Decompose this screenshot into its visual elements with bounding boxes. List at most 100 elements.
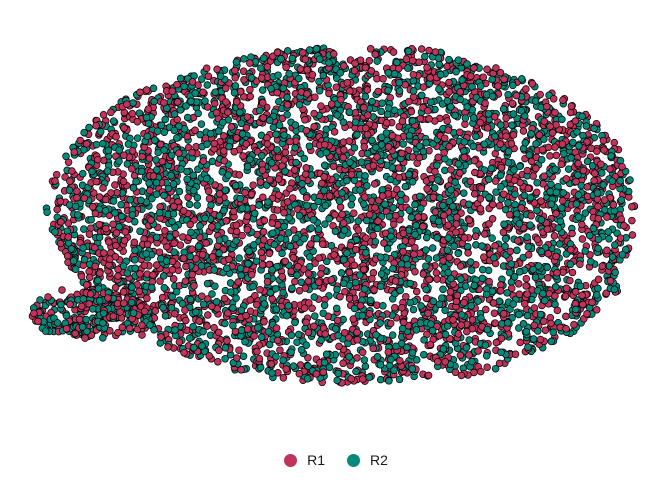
point-r1 (260, 318, 268, 326)
point-r2 (438, 294, 446, 302)
point-r1 (481, 99, 489, 107)
point-r2 (474, 297, 482, 305)
point-r2 (111, 209, 119, 217)
point-r1 (373, 153, 381, 161)
point-r1 (346, 241, 355, 250)
point-r2 (508, 121, 516, 129)
point-r2 (422, 139, 430, 147)
point-r2 (131, 246, 139, 255)
point-r2 (92, 140, 101, 149)
point-r2 (444, 234, 453, 242)
point-r2 (199, 300, 208, 309)
point-r1 (202, 64, 211, 73)
point-r1 (281, 148, 290, 157)
point-r2 (218, 168, 227, 176)
point-r2 (472, 132, 480, 141)
point-r2 (416, 192, 424, 201)
point-r2 (405, 206, 414, 214)
point-r1 (417, 45, 426, 53)
point-r2 (185, 334, 194, 342)
point-r2 (235, 254, 243, 262)
point-r2 (551, 283, 560, 291)
point-r1 (338, 210, 346, 219)
point-r1 (434, 153, 442, 162)
point-r2 (333, 285, 341, 294)
point-r2 (434, 176, 442, 184)
point-r1 (171, 309, 179, 318)
point-r2 (405, 131, 414, 140)
point-r1 (215, 190, 224, 198)
point-r1 (249, 181, 257, 189)
point-r2 (491, 364, 500, 373)
point-r1 (550, 232, 559, 240)
point-r2 (347, 201, 356, 209)
point-r1 (211, 99, 219, 108)
point-r1 (514, 280, 523, 288)
point-r2 (269, 123, 278, 132)
point-r1 (562, 284, 571, 293)
point-r1 (310, 322, 318, 331)
point-r2 (435, 60, 443, 69)
point-r2 (478, 265, 487, 274)
point-r1 (491, 177, 500, 185)
point-r2 (152, 156, 160, 164)
point-r1 (553, 269, 561, 277)
point-r1 (477, 367, 485, 376)
point-r2 (427, 98, 435, 106)
point-r2 (153, 166, 161, 174)
point-r2 (128, 283, 136, 291)
point-r2 (377, 133, 386, 141)
point-r1 (483, 65, 491, 74)
point-r2 (439, 201, 447, 210)
point-r2 (433, 234, 441, 242)
point-r2 (201, 214, 209, 223)
point-r1 (465, 216, 474, 224)
point-r2 (266, 288, 275, 297)
point-r1 (181, 277, 190, 285)
point-r2 (343, 249, 351, 257)
point-r1 (416, 114, 425, 123)
point-r1 (339, 219, 348, 227)
point-r1 (247, 190, 256, 199)
point-r1 (53, 205, 61, 214)
point-r2 (254, 324, 262, 332)
point-r2 (260, 300, 269, 308)
point-r2 (115, 157, 123, 165)
point-r1 (389, 48, 398, 56)
point-r1 (411, 243, 419, 252)
point-r1 (390, 220, 398, 229)
point-r1 (617, 215, 625, 223)
point-r1 (101, 195, 110, 204)
point-r2 (281, 167, 289, 176)
point-r1 (301, 116, 309, 124)
point-r1 (243, 212, 252, 221)
point-r2 (306, 253, 314, 261)
point-r1 (374, 87, 382, 96)
point-r1 (295, 286, 304, 295)
point-r1 (268, 219, 276, 227)
point-r1 (327, 100, 336, 108)
point-r2 (608, 177, 617, 185)
point-r1 (480, 230, 489, 238)
point-r1 (620, 221, 628, 230)
point-r2 (237, 271, 245, 280)
point-r1 (210, 139, 219, 148)
point-r1 (303, 90, 311, 98)
point-r1 (233, 354, 241, 362)
point-r1 (424, 371, 433, 380)
point-r2 (311, 312, 319, 320)
point-r2 (185, 200, 194, 209)
point-r1 (511, 350, 520, 359)
point-r2 (348, 194, 356, 203)
point-r2 (292, 158, 300, 167)
point-r2 (509, 300, 517, 308)
point-r1 (447, 165, 455, 174)
point-r2 (136, 227, 144, 235)
point-r1 (419, 83, 428, 91)
point-r2 (131, 256, 139, 264)
point-r1 (456, 169, 464, 177)
point-r1 (272, 324, 281, 332)
point-r2 (599, 181, 608, 189)
point-r1 (92, 177, 101, 186)
point-r2 (520, 191, 529, 200)
